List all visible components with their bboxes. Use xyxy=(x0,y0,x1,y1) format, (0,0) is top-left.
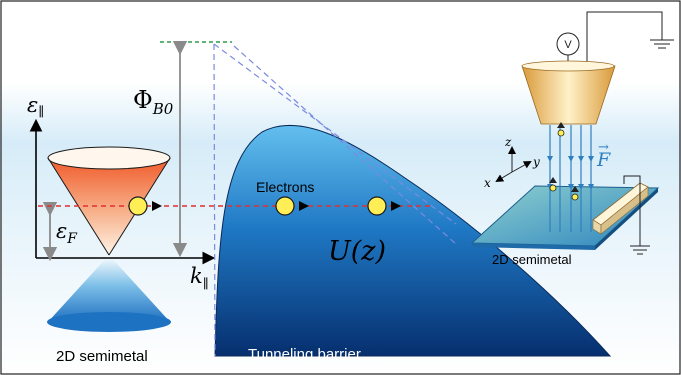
electron-1 xyxy=(128,196,162,216)
guide-line-top xyxy=(213,43,457,225)
stm-setup: V xyxy=(470,11,674,267)
dirac-cone xyxy=(47,146,171,332)
axis-z-label: z xyxy=(504,135,512,149)
axis-x-label: x xyxy=(484,176,491,190)
field-arrow-label: → xyxy=(598,140,609,155)
barrier-height-label: ΦB0 xyxy=(133,86,174,118)
fermi-energy-label: εF xyxy=(56,219,78,247)
upper-cone-rim xyxy=(47,146,171,170)
right-caption: 2D semimetal xyxy=(492,252,572,267)
lower-cone xyxy=(47,255,171,323)
energy-axis-label: ε∥ xyxy=(27,93,44,120)
field-label: F xyxy=(596,149,611,171)
left-caption: 2D semimetal xyxy=(56,348,148,365)
barrier-caption: Tunneling barrier xyxy=(248,346,361,363)
lower-cone-rim xyxy=(47,312,171,332)
momentum-axis-label: k∥ xyxy=(190,264,209,292)
electron-3 xyxy=(367,196,401,216)
potential-label: U(z) xyxy=(328,236,386,267)
axis-y-label: y xyxy=(532,155,540,169)
electron-2 xyxy=(275,196,309,216)
voltmeter-label: V xyxy=(564,39,572,51)
wire xyxy=(586,11,663,66)
tunneling-barrier xyxy=(214,124,612,357)
upper-cone xyxy=(48,158,170,255)
guide-line-left xyxy=(213,43,216,357)
electrons-label: Electrons xyxy=(256,179,314,195)
